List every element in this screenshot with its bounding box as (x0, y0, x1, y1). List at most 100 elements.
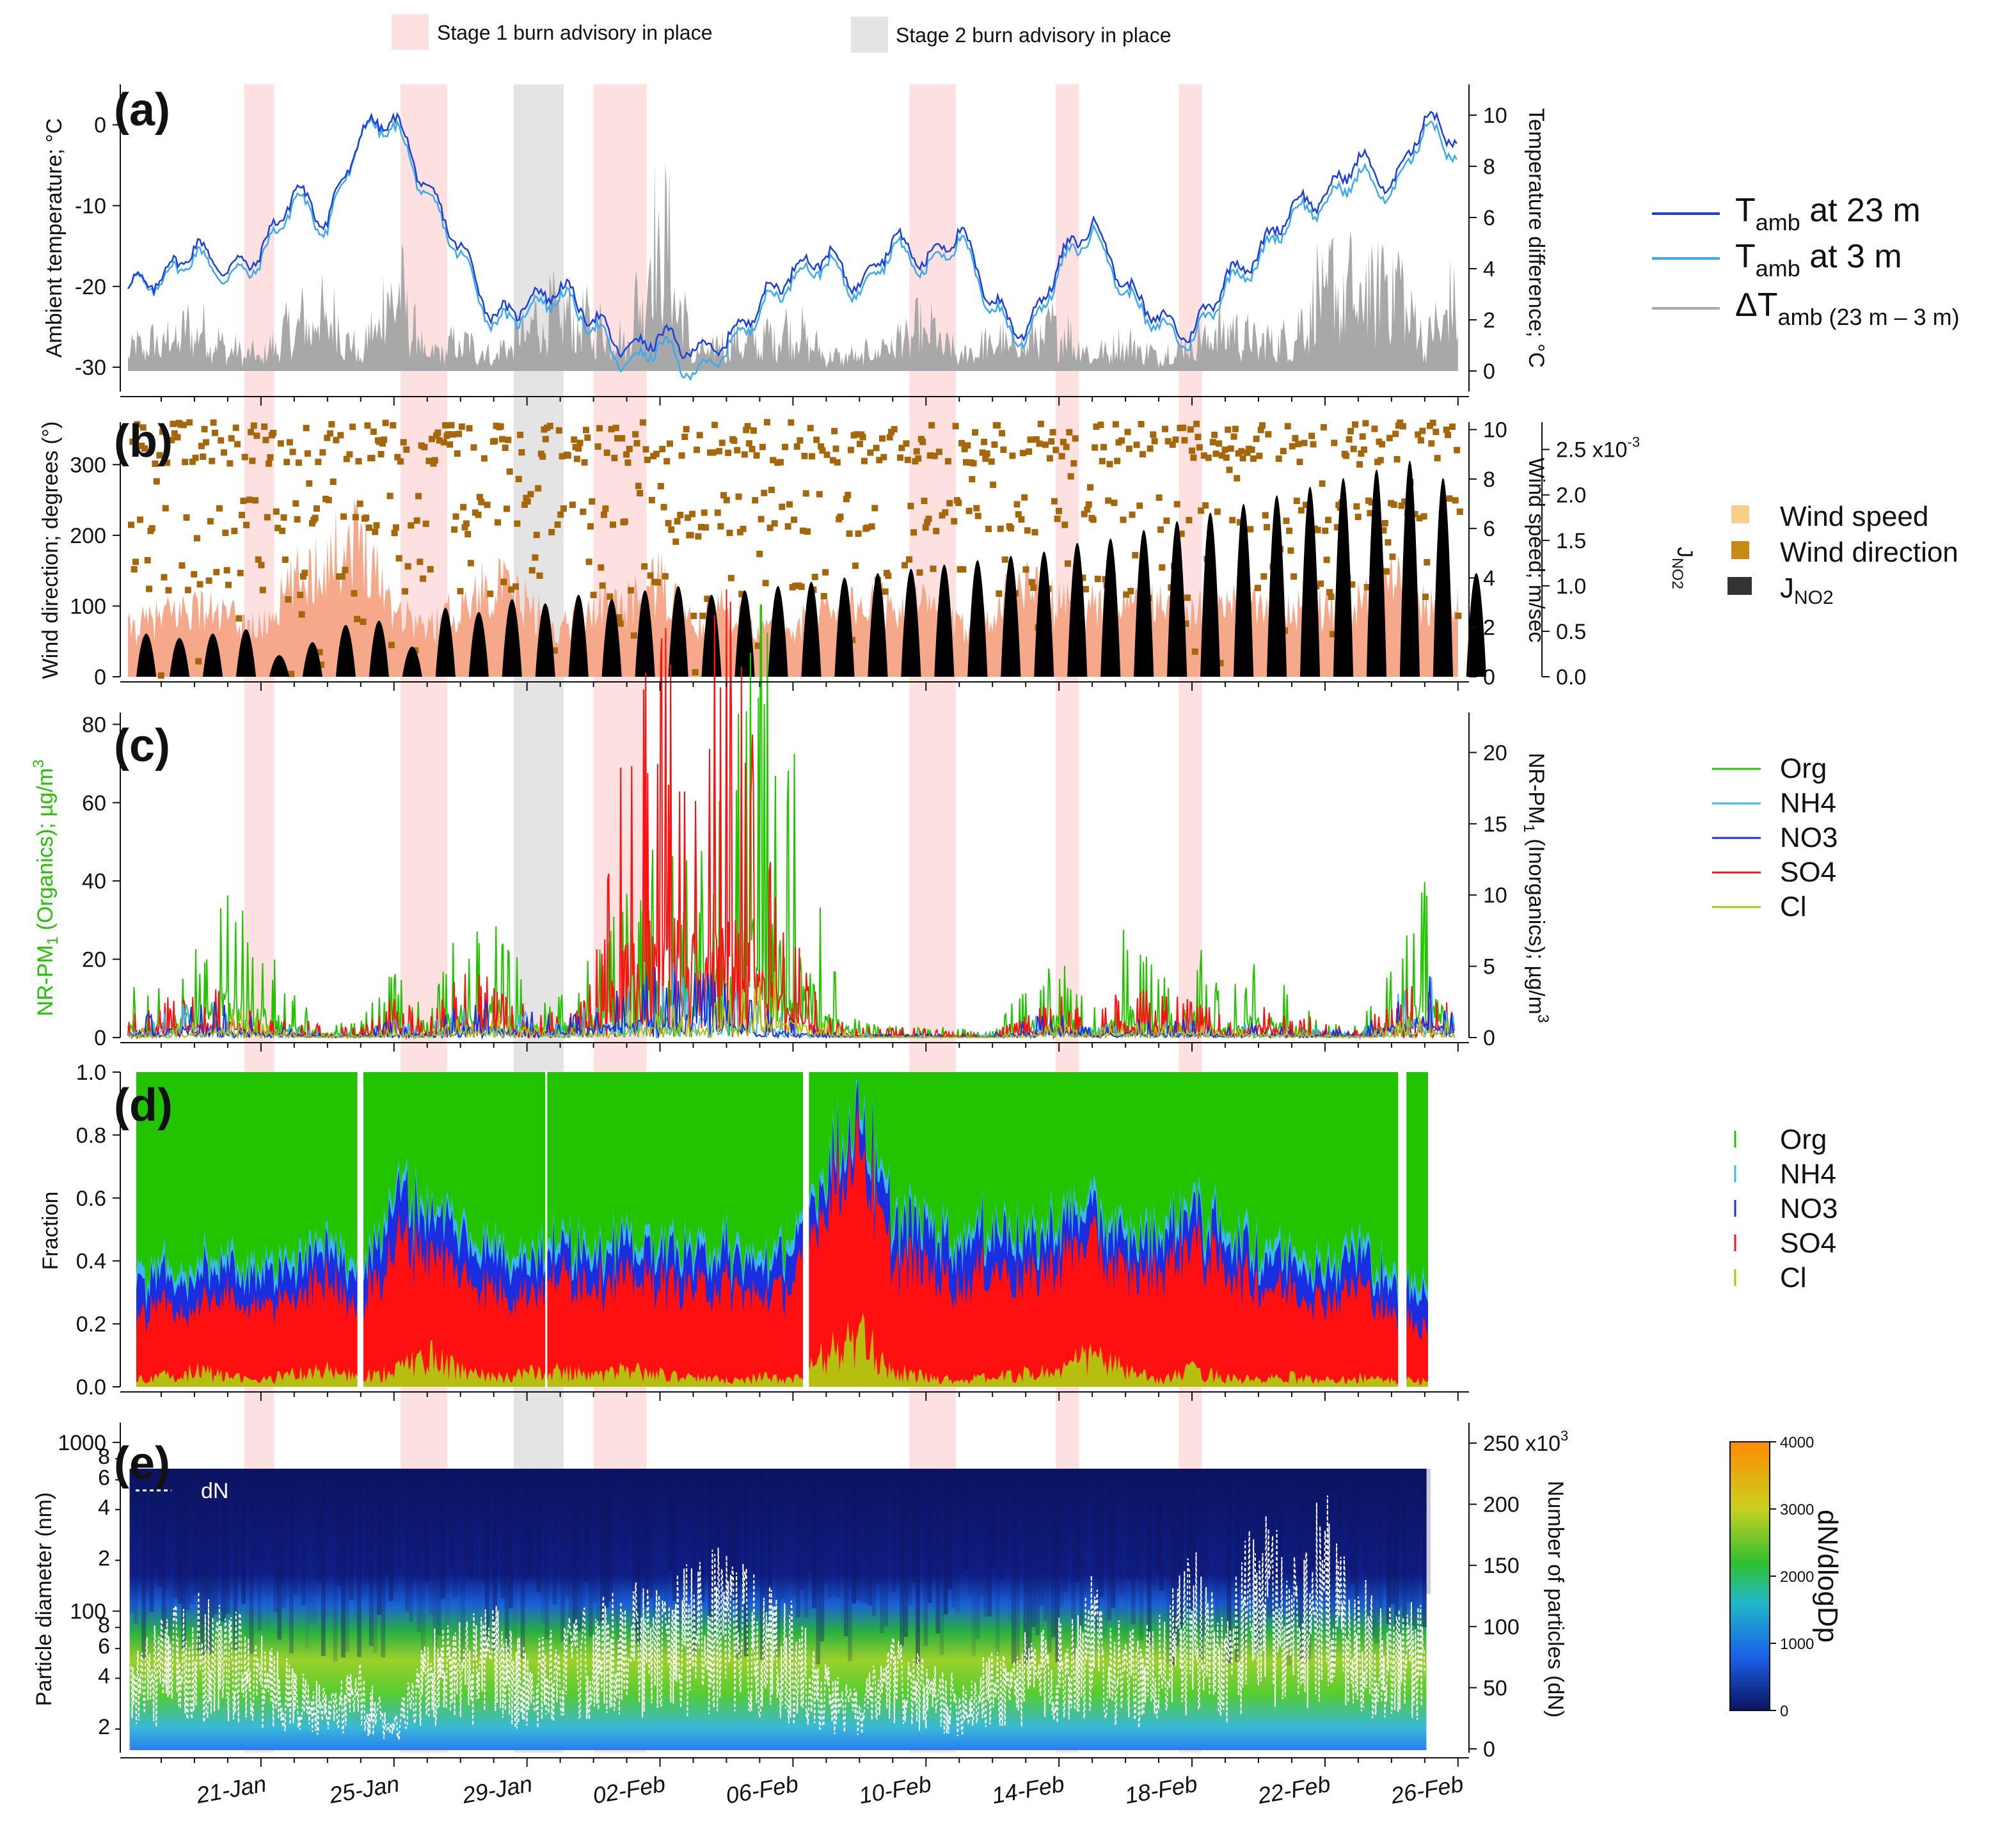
heatmap-column (532, 1469, 537, 1579)
wind-direction-point (521, 501, 528, 509)
heatmap-column (788, 1469, 793, 1620)
series-jno2 (136, 461, 1486, 677)
heatmap-column (253, 1469, 258, 1568)
wind-direction-point (213, 569, 220, 576)
heatmap-column (548, 1469, 553, 1599)
heatmap-column (1135, 1469, 1139, 1577)
colorbar-tick-label: 3000 (1780, 1501, 1814, 1519)
wind-direction-point (1193, 420, 1200, 427)
wind-direction-point (246, 496, 253, 503)
heatmap-column (636, 1469, 641, 1644)
wind-direction-point (1164, 438, 1171, 445)
heatmap-column (1239, 1469, 1244, 1584)
wind-direction-point (582, 427, 589, 434)
panel-d-ytick-left-label: 0.8 (76, 1123, 106, 1148)
wind-direction-point (137, 516, 144, 523)
wind-direction-point (665, 519, 672, 526)
heatmap-column (369, 1469, 374, 1647)
wind-direction-point (719, 439, 726, 446)
wind-direction-point (318, 661, 325, 668)
heatmap-column (401, 1469, 406, 1625)
wind-direction-point (397, 458, 404, 465)
jno2-peak (1366, 469, 1387, 677)
wind-direction-point (422, 520, 429, 527)
heatmap-column (317, 1469, 322, 1583)
heatmap-column (759, 1469, 765, 1660)
legend-wd-swatch (1731, 541, 1749, 559)
wind-direction-point (788, 419, 795, 426)
jno2-peak (834, 577, 855, 677)
wind-direction-point (1028, 579, 1035, 586)
legend-d-label: Cl (1780, 1262, 1807, 1293)
wind-direction-point (660, 503, 667, 510)
wind-direction-point (662, 573, 669, 580)
wind-direction-point (1449, 423, 1456, 430)
panel-e-ylabel-right: Number of particles (dN) (1543, 1481, 1568, 1718)
heatmap-column (1198, 1469, 1203, 1661)
heatmap-column (1362, 1469, 1367, 1574)
panel-b-ytick-far-label: 0.5 (1556, 620, 1586, 644)
wind-direction-point (301, 569, 308, 576)
panel-e-ytick-right-label: 0 (1483, 1737, 1495, 1762)
wind-direction-point (1159, 564, 1166, 571)
wind-direction-point (355, 458, 362, 465)
heatmap-column (373, 1469, 377, 1653)
wind-direction-point (1212, 450, 1219, 457)
wind-direction-point (1129, 511, 1136, 518)
wind-direction-point (223, 567, 230, 574)
wind-direction-point (470, 444, 477, 451)
wind-direction-point (381, 436, 388, 443)
wind-direction-point (611, 454, 618, 461)
wind-direction-point (209, 457, 216, 464)
wind-direction-point (701, 509, 708, 516)
wind-direction-point (985, 525, 992, 532)
wind-direction-point (965, 507, 973, 514)
heatmap-column (616, 1469, 621, 1663)
heatmap-column (1191, 1469, 1196, 1612)
wind-direction-point (641, 563, 648, 570)
heatmap-column (572, 1469, 577, 1625)
heatmap-column (1203, 1469, 1207, 1636)
wind-direction-point (596, 425, 603, 432)
wind-direction-point (1239, 455, 1246, 462)
wind-direction-point (373, 522, 380, 529)
colorbar-tick-label: 1000 (1780, 1636, 1814, 1653)
heatmap-column (181, 1469, 186, 1649)
wind-direction-point (161, 574, 168, 581)
heatmap-column (461, 1469, 465, 1663)
wind-direction-point (466, 425, 473, 432)
wind-direction-point (129, 438, 136, 445)
wind-direction-point (1452, 497, 1459, 504)
wind-direction-point (603, 449, 610, 456)
wind-direction-point (157, 672, 164, 679)
wind-direction-point (282, 556, 289, 563)
wind-direction-point (363, 514, 370, 521)
wind-direction-point (222, 529, 229, 536)
panel-a-legend: Tamb at 23 m Tamb at 3 m ΔTamb (23 m – 3… (1652, 192, 1960, 330)
wind-direction-point (904, 456, 911, 463)
heatmap-column (1378, 1469, 1383, 1616)
wind-direction-point (642, 446, 649, 453)
wind-direction-point (494, 519, 501, 526)
heatmap-column (852, 1469, 857, 1604)
wind-direction-point (1067, 473, 1074, 480)
wind-direction-point (328, 421, 335, 428)
wind-direction-point (382, 420, 389, 427)
wind-direction-point (1368, 499, 1375, 506)
wind-direction-point (240, 498, 247, 505)
wind-direction-point (752, 497, 759, 504)
wind-direction-point (1232, 425, 1239, 432)
panel-e-ytick-left-minor-label: 8 (98, 1613, 110, 1638)
wind-direction-point (1289, 443, 1296, 450)
panel-a-ylabel-right: Temperature difference; °C (1524, 108, 1548, 368)
wind-direction-point (626, 445, 633, 452)
wind-direction-point (837, 513, 844, 520)
panel-d-ytick-left-label: 1.0 (76, 1061, 106, 1085)
wind-direction-point (891, 426, 898, 433)
wind-direction-point (1358, 450, 1365, 457)
wind-direction-point (1354, 514, 1362, 521)
heatmap-column (528, 1469, 533, 1577)
heatmap-column (764, 1469, 768, 1620)
wind-direction-point (710, 449, 717, 456)
